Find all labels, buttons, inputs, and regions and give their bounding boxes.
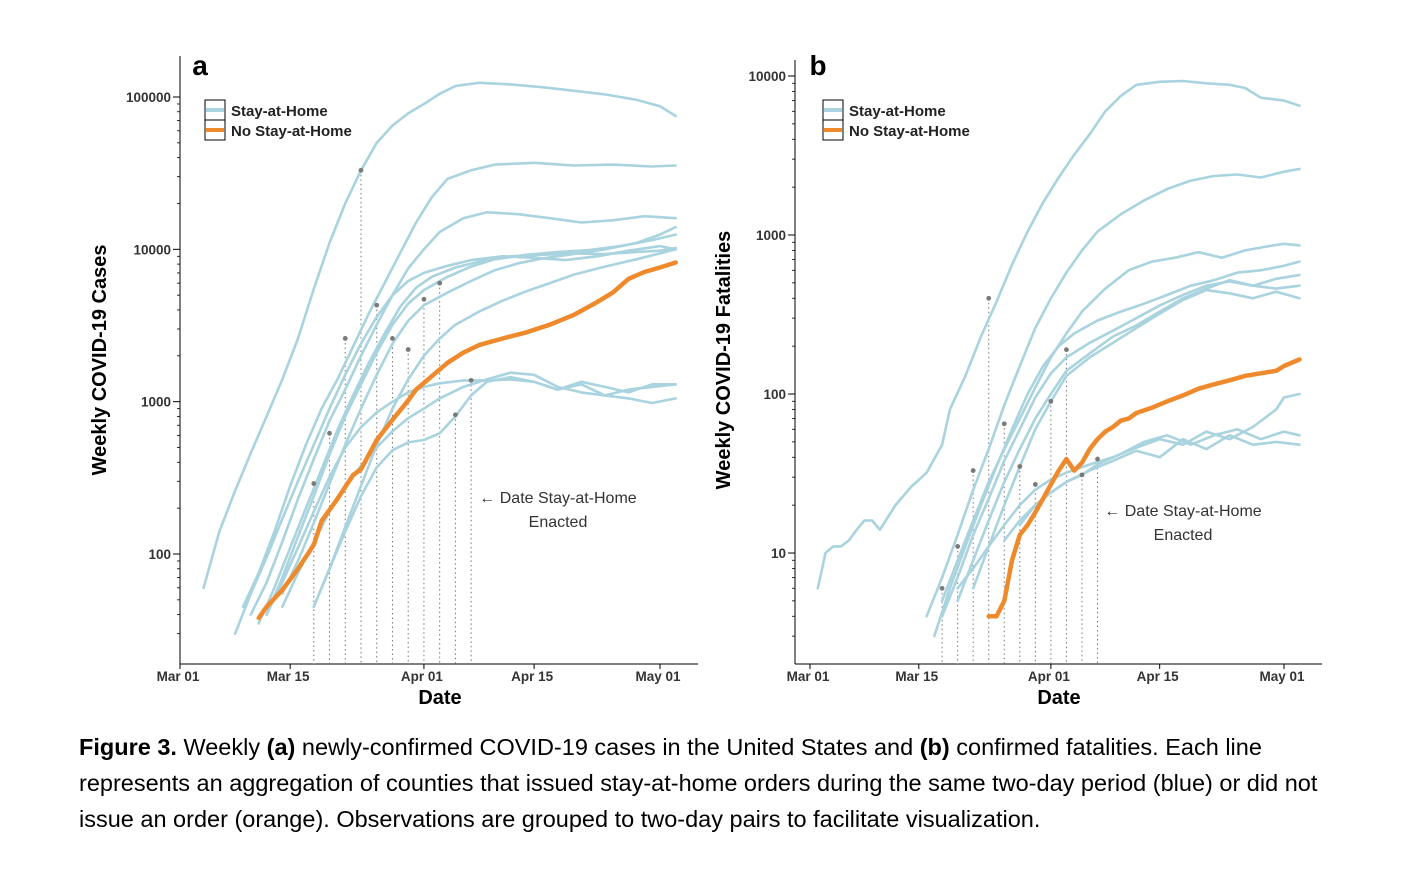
caption-panel-b-label: (b): [919, 734, 950, 760]
x-tick-label: Mar 01: [787, 669, 830, 684]
legend-label: Stay-at-Home: [849, 103, 946, 120]
stay-at-home-series-line: [940, 273, 1301, 618]
annotation-line-2: Enacted: [529, 514, 588, 531]
x-tick-label: Apr 15: [1137, 669, 1180, 684]
y-tick-label: 100: [763, 387, 786, 402]
no-stay-at-home-series-line: [986, 357, 1302, 619]
enactment-marker: [1079, 472, 1085, 478]
enactment-marker: [1048, 398, 1054, 404]
x-tick-label: May 01: [1259, 669, 1305, 684]
stay-at-home-series-line: [312, 248, 678, 609]
x-axis-label: Date: [418, 687, 461, 709]
y-tick-label: 1000: [141, 395, 171, 410]
y-tick-label: 10000: [133, 242, 171, 257]
y-tick-label: 10000: [748, 69, 786, 84]
annotation-line-1: ← Date Stay-at-Home: [1104, 503, 1261, 520]
stay-at-home-series-line: [249, 211, 678, 616]
annotation-line-2: Enacted: [1154, 527, 1213, 544]
stay-at-home-series-line: [816, 79, 1301, 590]
legend: Stay-at-Home No Stay-at-Home: [822, 99, 970, 141]
enactment-marker: [342, 336, 348, 341]
x-tick-label: Apr 01: [1028, 669, 1071, 684]
y-axis-label: Weekly COVID-19 Fatalities: [713, 231, 735, 490]
caption-figure-label: Figure 3.: [79, 734, 177, 760]
stay-at-home-series-line: [932, 260, 1301, 638]
enactment-marker: [421, 296, 427, 302]
caption-text-1: Weekly: [176, 734, 267, 760]
stay-at-home-series-line: [1018, 433, 1301, 527]
y-tick-label: 100: [148, 547, 171, 562]
panel-label: a: [192, 50, 208, 81]
enactment-marker: [970, 468, 976, 473]
enactment-marker: [939, 585, 945, 591]
y-tick-label: 1000: [756, 228, 786, 243]
caption-text-2: newly-confirmed COVID-19 cases in the Un…: [295, 734, 920, 760]
legend: Stay-at-Home No Stay-at-Home: [204, 99, 352, 141]
enactment-marker: [390, 336, 395, 341]
enactment-marker: [986, 295, 992, 301]
annotation-line-1: ← Date Stay-at-Home: [479, 490, 636, 507]
legend-label: No Stay-at-Home: [231, 123, 352, 140]
enactment-marker: [358, 167, 364, 173]
enactment-marker: [955, 544, 961, 549]
stay-at-home-series-line: [241, 161, 678, 609]
legend-label: No Stay-at-Home: [849, 123, 970, 140]
caption-text-3: confirmed fatalities. Each line represen…: [79, 734, 1318, 832]
enactment-marker: [1064, 347, 1069, 353]
stay-at-home-series-line: [925, 167, 1301, 618]
enactment-marker: [437, 280, 443, 286]
stay-at-home-series-line: [257, 246, 678, 625]
enactment-marker: [1001, 421, 1007, 427]
x-tick-label: May 01: [635, 669, 681, 684]
figure-3-charts: 100 1000 10000 100000 Mar 01 Mar 15 Apr 01 Apr …: [89, 50, 1322, 709]
y-tick-label: 10: [771, 546, 786, 561]
enactment-marker: [374, 302, 380, 308]
legend-label: Stay-at-Home: [231, 103, 328, 120]
enactment-marker: [327, 430, 332, 436]
enactment-marker: [1032, 482, 1038, 487]
x-tick-label: Mar 15: [267, 669, 310, 684]
caption-panel-a-label: (a): [266, 734, 296, 760]
x-tick-label: Apr 01: [401, 669, 444, 684]
stay-at-home-series-line: [265, 233, 678, 616]
stay-at-home-series-line: [956, 278, 1301, 603]
panel-a: 100 1000 10000 100000 Mar 01 Mar 15 Apr 01 Apr …: [89, 50, 698, 709]
stay-at-home-series-line: [971, 288, 1301, 590]
y-axis-label: Weekly COVID-19 Cases: [89, 245, 111, 476]
panel-label: b: [809, 50, 826, 81]
stay-at-home-series-line: [202, 81, 678, 590]
no-stay-at-home-series-line: [256, 260, 678, 621]
y-tick-label: 100000: [126, 90, 171, 105]
stay-at-home-series-line: [265, 378, 678, 616]
enactment-marker: [1017, 464, 1023, 469]
enactment-marker: [311, 481, 317, 486]
figure-caption: Figure 3. Weekly (a) newly-confirmed COV…: [79, 729, 1369, 837]
x-tick-label: Apr 15: [511, 669, 554, 684]
x-tick-label: Mar 15: [895, 669, 938, 684]
x-axis-label: Date: [1037, 687, 1080, 709]
panel-b: 10 100 1000 10000 Mar 01 Mar 15 Apr 01 Apr 15 Ma…: [713, 50, 1322, 709]
enactment-marker: [405, 347, 411, 352]
enactment-marker: [453, 412, 458, 418]
stay-at-home-series-line: [280, 225, 678, 595]
enactment-marker: [1095, 456, 1100, 462]
stay-at-home-series-line: [233, 244, 678, 636]
stay-at-home-series-line: [312, 375, 678, 609]
x-tick-label: Mar 01: [157, 669, 200, 684]
enactment-marker: [468, 377, 474, 383]
